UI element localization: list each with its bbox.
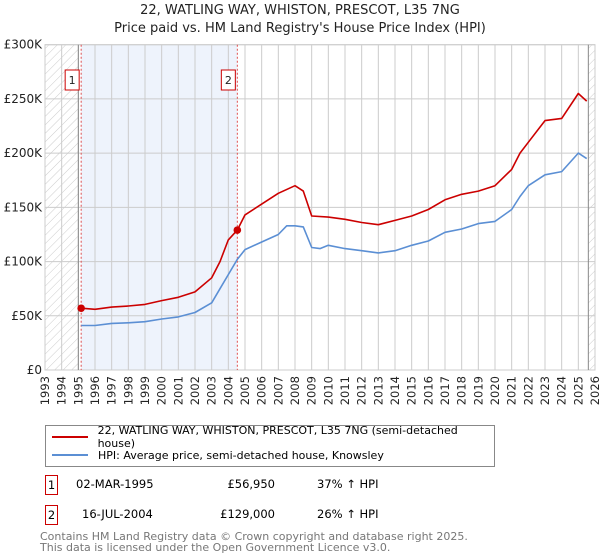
x-tick-label: 1998 [121, 376, 135, 405]
footer: Contains HM Land Registry data © Crown c… [40, 531, 468, 553]
x-tick-label: 2024 [555, 376, 569, 405]
x-tick-label: 2012 [355, 376, 369, 405]
x-tick-label: 2016 [421, 376, 435, 405]
x-tick-label: 2003 [205, 376, 219, 405]
x-tick-label: 2020 [488, 376, 502, 405]
x-tick-label: 2004 [221, 376, 235, 405]
property-price-line [81, 92, 588, 311]
legend-swatch [52, 454, 88, 456]
legend-label: 22, WATLING WAY, WHISTON, PRESCOT, L35 7… [97, 424, 458, 450]
footer-copyright: Contains HM Land Registry data © Crown c… [40, 530, 468, 543]
x-tick-label: 2026 [588, 376, 600, 405]
x-tick-label: 2017 [438, 376, 452, 405]
y-tick-label: £0 [27, 363, 42, 377]
transaction-number: 2 [45, 505, 58, 525]
transaction-date: 02-MAR-1995 [76, 477, 154, 491]
y-tick-label: £200K [4, 146, 44, 160]
x-tick-label: 2019 [471, 376, 485, 405]
x-tick-label: 2005 [238, 376, 252, 405]
price-chart: 1993 1994 1995 1996 1997 1998 1999 2000 2001 2002… [4, 38, 600, 406]
footer-licence: This data is licensed under the Open Gov… [40, 541, 391, 554]
legend-item-property: 22, WATLING WAY, WHISTON, PRESCOT, L35 7… [52, 424, 494, 450]
x-tick-label: 2021 [505, 376, 519, 405]
x-tick-label: 1994 [55, 376, 69, 405]
legend: 22, WATLING WAY, WHISTON, PRESCOT, L35 7… [45, 424, 495, 467]
x-tick-label: 2006 [255, 376, 269, 405]
transaction-date: 16-JUL-2004 [82, 507, 153, 521]
x-tick-label: 2015 [405, 376, 419, 405]
sale-label-text: 2 [225, 74, 232, 87]
sale-label-box: 1 [64, 69, 80, 91]
sale-marker [233, 226, 242, 234]
x-tick-label: 2018 [455, 376, 469, 405]
plot-frame [44, 44, 596, 371]
x-tick-label: 2009 [305, 376, 319, 405]
transaction-price: £129,000 [220, 507, 275, 521]
sale-label-border [220, 69, 236, 91]
x-tick-label: 2002 [188, 376, 202, 405]
x-tick-label: 1999 [138, 376, 152, 405]
sale-marker [77, 304, 85, 313]
y-tick-label: £100K [4, 255, 44, 269]
transaction-row: 2 16-JUL-2004 £129,000 26% ↑ HPI [45, 505, 545, 525]
y-tick-label: £250K [4, 92, 44, 106]
x-tick-label: 2007 [271, 376, 285, 405]
sale-label-text: 1 [69, 74, 76, 87]
x-tick-label: 2000 [155, 376, 169, 405]
x-tick-label: 2023 [538, 376, 552, 405]
x-tick-label: 1995 [71, 376, 85, 405]
x-tick-label: 2001 [171, 376, 185, 405]
legend-item-hpi: HPI: Average price, semi-detached house,… [52, 447, 384, 463]
chart-title: 22, WATLING WAY, WHISTON, PRESCOT, L35 7… [140, 3, 460, 18]
x-tick-label: 2025 [571, 376, 585, 405]
x-tick-label: 2011 [338, 376, 352, 405]
sale-label-box: 2 [220, 69, 236, 91]
legend-swatch [52, 436, 88, 438]
transaction-hpi: 26% ↑ HPI [317, 507, 379, 521]
x-tick-label: 1996 [88, 376, 102, 405]
x-tick-label: 1993 [38, 376, 52, 405]
hpi-line [81, 152, 588, 327]
transaction-row: 1 02-MAR-1995 £56,950 37% ↑ HPI [45, 475, 545, 495]
x-tick-label: 1997 [105, 376, 119, 405]
y-tick-label: £50K [11, 309, 43, 323]
legend-label: HPI: Average price, semi-detached house,… [98, 448, 384, 462]
sale-label-border [64, 69, 80, 91]
transaction-price: £56,950 [227, 477, 275, 491]
chart-subtitle: Price paid vs. HM Land Registry's House … [114, 21, 486, 36]
x-tick-label: 2013 [371, 376, 385, 405]
x-tick-label: 2010 [321, 376, 335, 405]
x-tick-label: 2022 [521, 376, 535, 405]
y-tick-label: £300K [4, 38, 44, 52]
transaction-number: 1 [45, 475, 58, 495]
transaction-hpi: 37% ↑ HPI [317, 477, 379, 491]
y-tick-label: £150K [4, 200, 44, 214]
x-tick-label: 2008 [288, 376, 302, 405]
x-tick-label: 2014 [388, 376, 402, 405]
